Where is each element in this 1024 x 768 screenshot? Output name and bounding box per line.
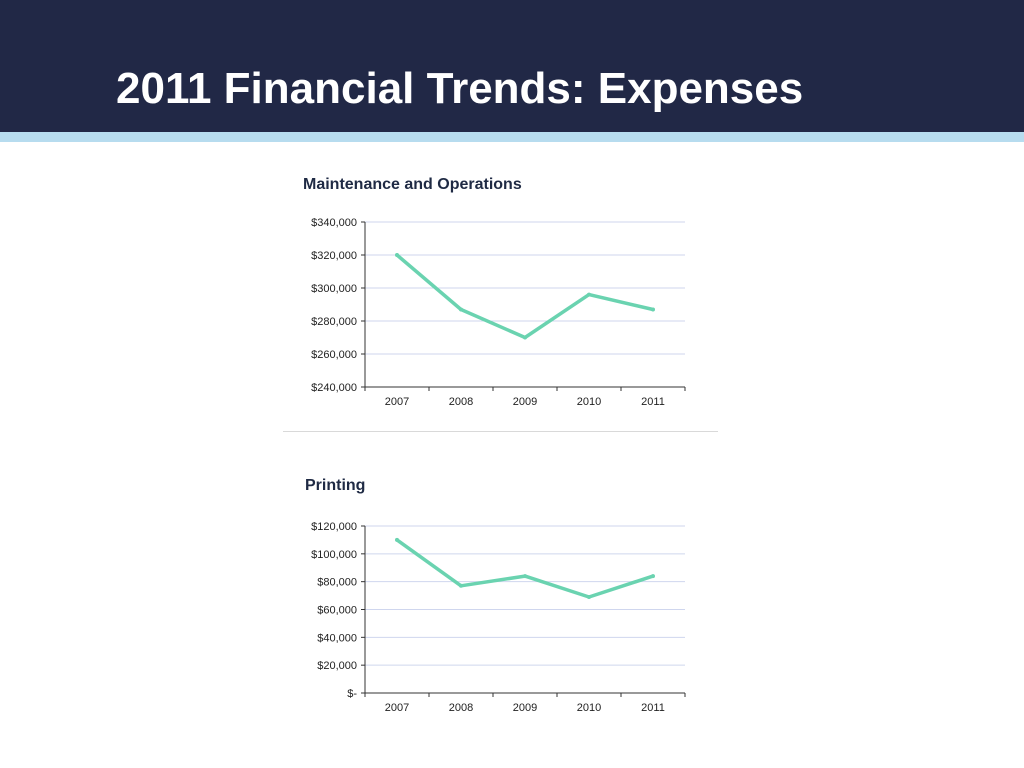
x-tick-label: 2010 (577, 702, 601, 714)
chart-title: Maintenance and Operations (303, 176, 522, 193)
data-point (651, 307, 655, 312)
x-tick-label: 2011 (641, 396, 665, 408)
chart-title: Printing (305, 477, 366, 494)
y-tick-label: $340,000 (311, 217, 357, 229)
y-tick-label: $60,000 (317, 605, 357, 617)
title-bar (0, 0, 1024, 132)
y-tick-label: $320,000 (311, 250, 357, 262)
data-point (523, 335, 527, 340)
data-point (395, 253, 399, 257)
y-tick-label: $280,000 (311, 316, 357, 328)
x-tick-label: 2007 (385, 396, 409, 408)
y-tick-label: $240,000 (311, 382, 357, 394)
chart-divider (283, 431, 718, 432)
y-tick-label: $100,000 (311, 549, 357, 561)
chart-svg: $240,000 $260,000 $280,000 $300,000 $320,000… (311, 217, 686, 408)
data-point (459, 583, 463, 588)
data-point (523, 574, 527, 579)
data-point (587, 292, 591, 297)
series-line (395, 538, 655, 599)
x-tick-label: 2010 (577, 396, 601, 408)
x-tick-label: 2007 (385, 702, 409, 714)
x-tick-label: 2009 (513, 702, 537, 714)
y-tick-label: $- (347, 688, 357, 700)
x-tick-label: 2009 (513, 396, 537, 408)
data-point (395, 537, 399, 542)
title-accent-strip (0, 132, 1024, 142)
x-tick-label: 2011 (641, 702, 665, 714)
chart-svg: $- $20,000 $40,000 $60,000 $80,000 $100,000 $1… (311, 521, 686, 714)
y-tick-label: $80,000 (317, 577, 357, 589)
x-tick-label: 2008 (449, 702, 473, 714)
data-point (587, 595, 591, 599)
y-tick-label: $260,000 (311, 349, 357, 361)
data-point (651, 574, 655, 579)
y-tick-label: $120,000 (311, 521, 357, 533)
x-tick-label: 2008 (449, 396, 473, 408)
slide-title: 2011 Financial Trends: Expenses (116, 64, 804, 113)
data-point (459, 307, 463, 312)
y-tick-label: $40,000 (317, 632, 357, 644)
y-tick-label: $300,000 (311, 283, 357, 295)
y-tick-label: $20,000 (317, 660, 357, 672)
series-line (395, 253, 655, 340)
